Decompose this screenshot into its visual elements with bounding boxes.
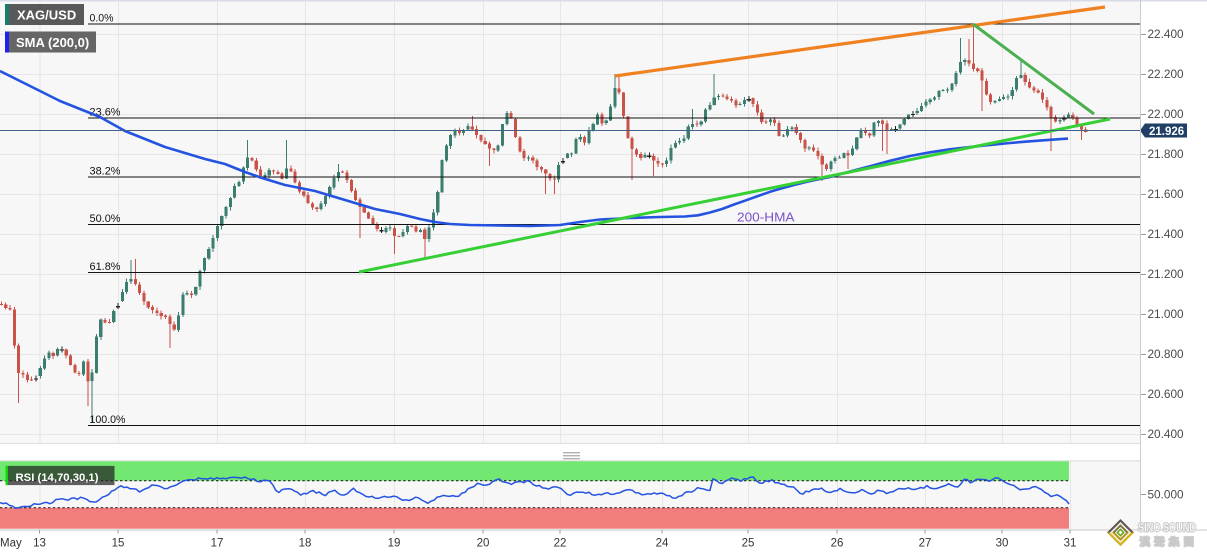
svg-text:20.600: 20.600 xyxy=(1148,387,1185,401)
svg-text:0.0%: 0.0% xyxy=(90,13,114,25)
svg-text:21.926: 21.926 xyxy=(1149,126,1184,138)
svg-text:20: 20 xyxy=(477,538,490,550)
svg-text:50.000: 50.000 xyxy=(1148,488,1185,502)
svg-text:38.2%: 38.2% xyxy=(90,166,121,178)
svg-text:May: May xyxy=(0,538,22,550)
svg-text:61.8%: 61.8% xyxy=(90,261,121,273)
svg-text:18: 18 xyxy=(299,538,312,550)
svg-text:13: 13 xyxy=(33,538,46,550)
svg-text:26: 26 xyxy=(831,538,844,550)
svg-text:SINO SOUND: SINO SOUND xyxy=(1138,523,1196,535)
svg-text:21.400: 21.400 xyxy=(1148,227,1185,241)
svg-text:15: 15 xyxy=(112,538,125,550)
svg-text:22.200: 22.200 xyxy=(1148,67,1185,81)
svg-text:23.6%: 23.6% xyxy=(90,107,121,119)
svg-text:20.800: 20.800 xyxy=(1148,347,1185,361)
svg-text:RSI (14,70,30,1): RSI (14,70,30,1) xyxy=(16,472,99,484)
svg-text:31: 31 xyxy=(1064,538,1077,550)
svg-text:200-HMA: 200-HMA xyxy=(737,211,795,225)
svg-text:22.000: 22.000 xyxy=(1148,107,1185,121)
svg-text:21.000: 21.000 xyxy=(1148,307,1185,321)
svg-text:27: 27 xyxy=(919,538,932,550)
svg-text:19: 19 xyxy=(388,538,401,550)
svg-text:漢聲集團: 漢聲集團 xyxy=(1140,536,1199,549)
svg-text:25: 25 xyxy=(742,538,755,550)
svg-text:SINO SOUND: SINO SOUND xyxy=(1138,523,1196,535)
svg-text:22.400: 22.400 xyxy=(1148,27,1185,41)
svg-text:17: 17 xyxy=(211,538,224,550)
svg-text:50.0%: 50.0% xyxy=(90,213,121,225)
svg-text:24: 24 xyxy=(656,538,669,550)
svg-text:21.800: 21.800 xyxy=(1148,147,1185,161)
svg-text:SMA (200,0): SMA (200,0) xyxy=(16,35,89,50)
svg-text:21.200: 21.200 xyxy=(1148,267,1185,281)
svg-text:21.600: 21.600 xyxy=(1148,187,1185,201)
svg-text:30: 30 xyxy=(996,538,1009,550)
svg-text:XAG/USD: XAG/USD xyxy=(17,8,76,23)
svg-text:20.400: 20.400 xyxy=(1148,427,1185,441)
svg-text:100.0%: 100.0% xyxy=(90,414,126,426)
svg-text:漢聲集團: 漢聲集團 xyxy=(1140,536,1199,549)
svg-text:22: 22 xyxy=(554,538,567,550)
